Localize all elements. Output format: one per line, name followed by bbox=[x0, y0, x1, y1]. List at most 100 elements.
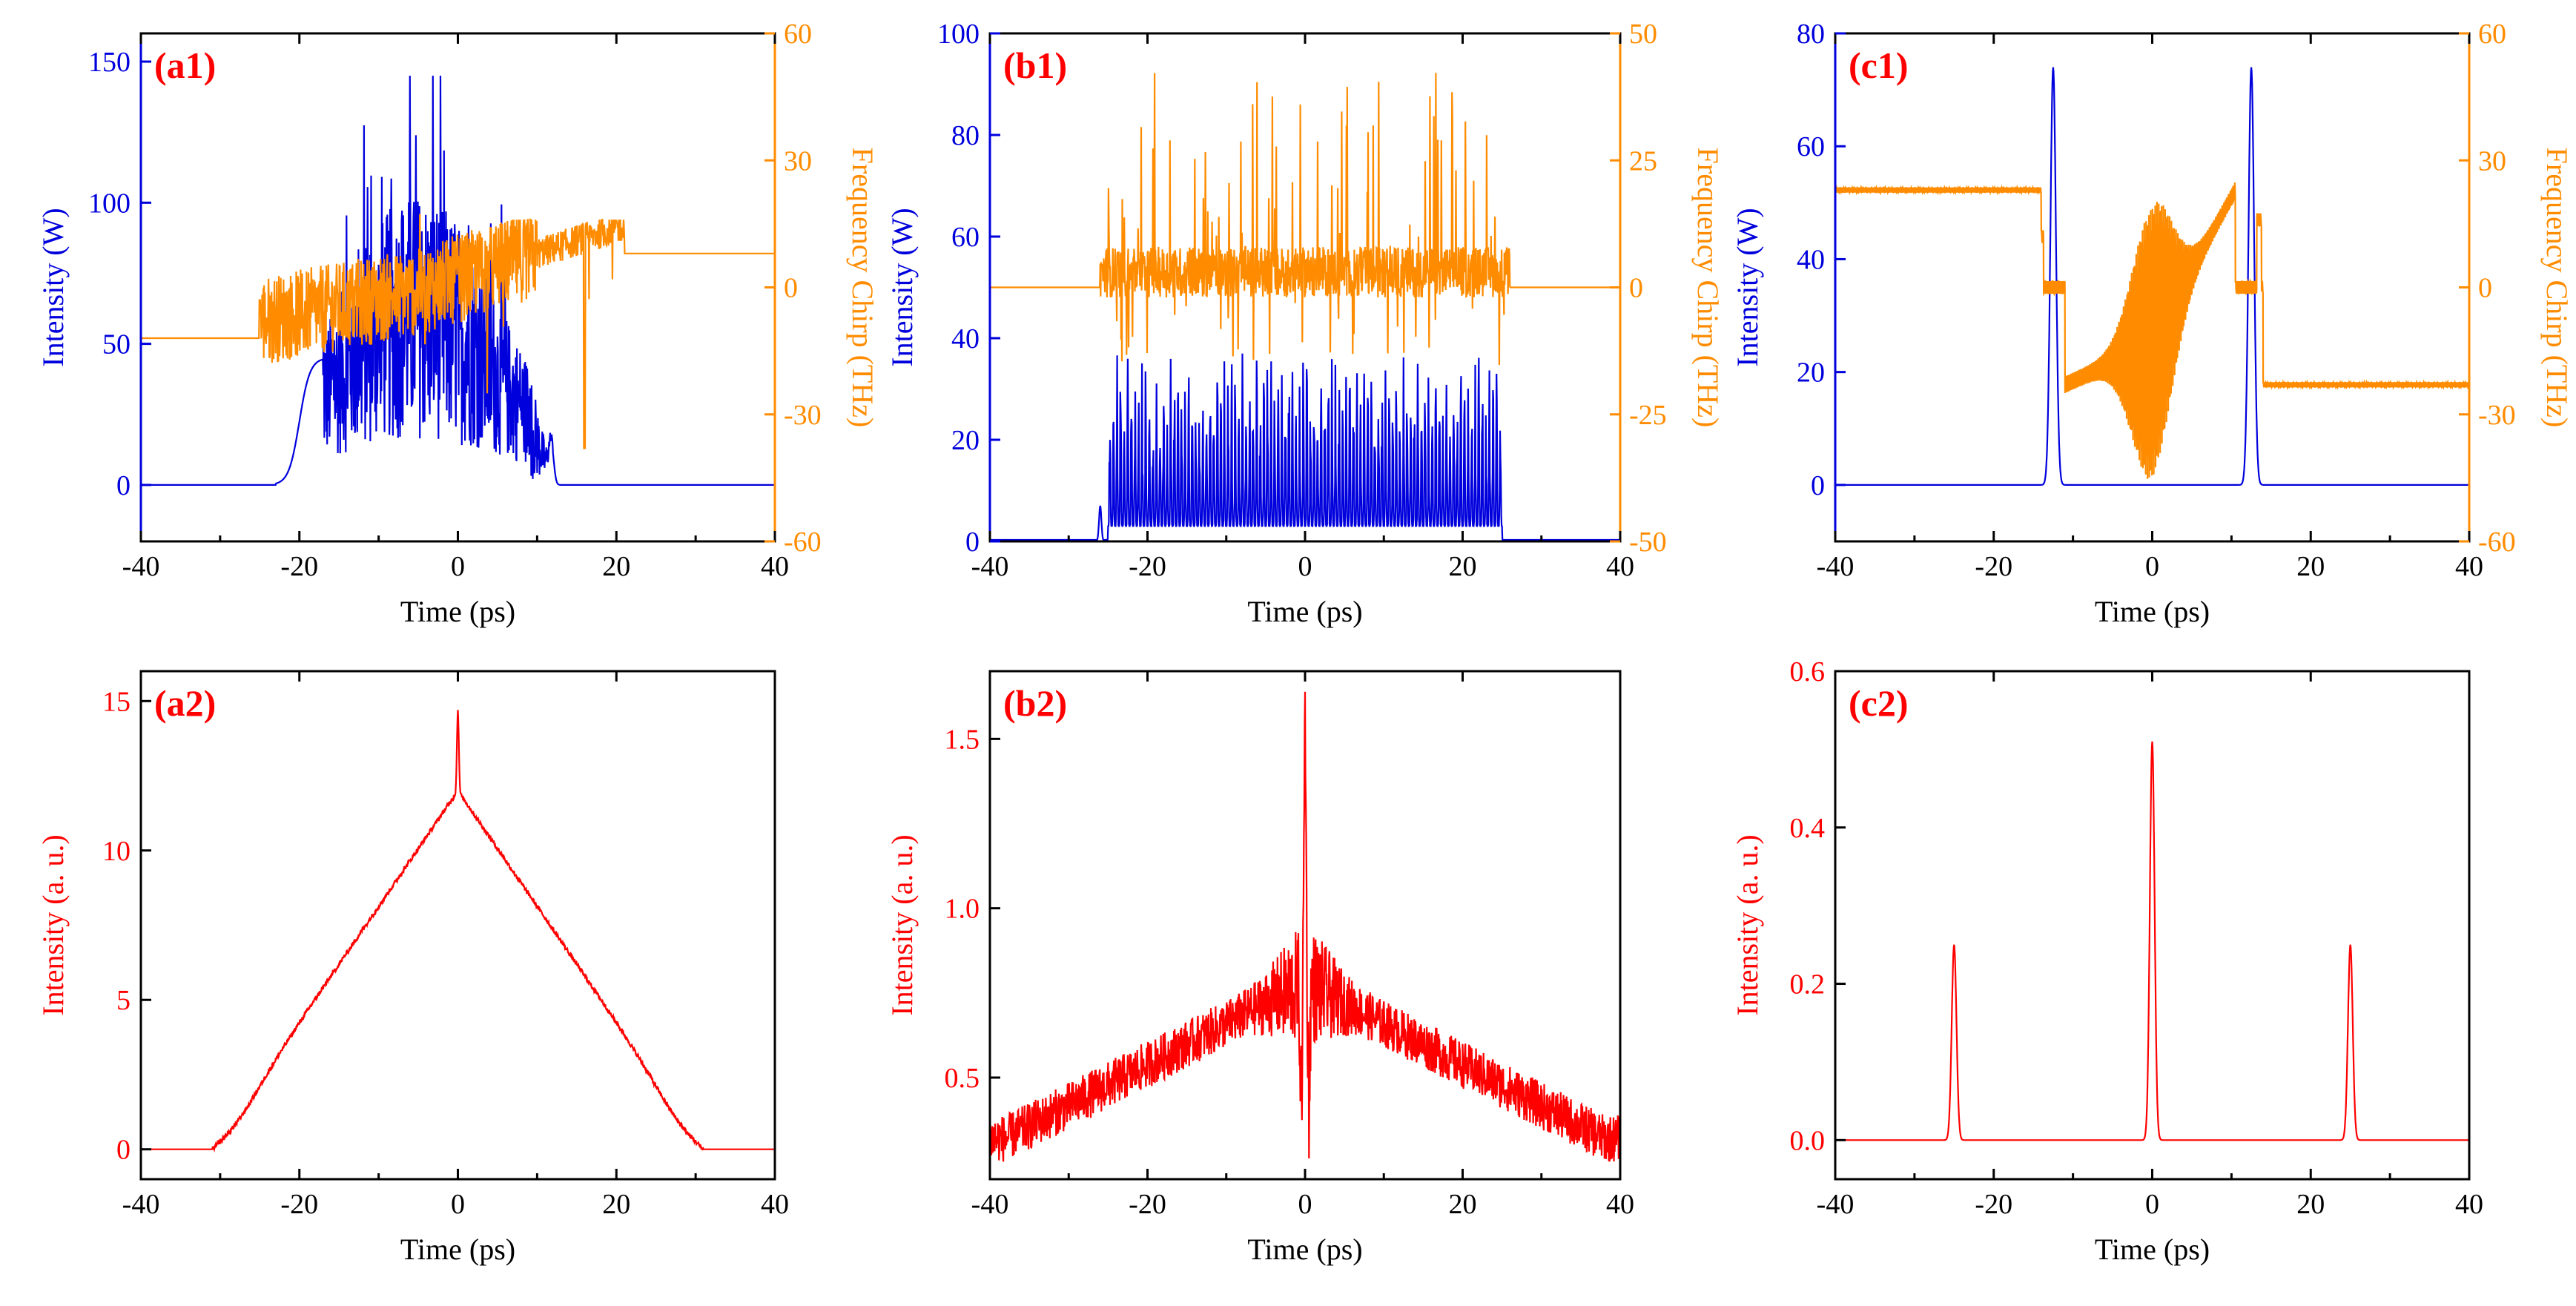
panel-a2: -40 -20 0 20 40 0 5 10 15 Time (ps) Intensity (a. … bbox=[36, 670, 789, 1266]
a2-xtick-label: 20 bbox=[602, 1189, 630, 1220]
c2-series-autocorrelation bbox=[1835, 741, 2469, 1141]
a1-xtick-label: -20 bbox=[280, 551, 318, 582]
b2-ylabel: Intensity (a. u.) bbox=[885, 834, 919, 1015]
a2-ylabel: Intensity (a. u.) bbox=[36, 834, 70, 1015]
b1-y2tick-label: -25 bbox=[1629, 400, 1667, 431]
a1-y2tick-label: -60 bbox=[784, 527, 822, 558]
c1-series-intensity bbox=[1835, 67, 2469, 486]
c2-ytick-label: 0.4 bbox=[1790, 813, 1826, 844]
c1-y2label: Frequency Chirp (THz) bbox=[2540, 148, 2574, 428]
b1-xtick-label: -40 bbox=[971, 551, 1009, 582]
b2-ytick-label: 1.5 bbox=[945, 724, 980, 755]
c2-ytick-label: 0.2 bbox=[1790, 969, 1826, 1000]
b1-ytick-label: 40 bbox=[951, 323, 980, 354]
a1-xtick-label: 20 bbox=[602, 551, 630, 582]
c1-y2tick-label: 0 bbox=[2478, 273, 2492, 304]
a2-plot-frame bbox=[139, 670, 776, 1181]
c1-xtick-label: 0 bbox=[2145, 551, 2159, 582]
a1-y2label: Frequency Chirp (THz) bbox=[846, 148, 879, 428]
c1-xtick-label: -40 bbox=[1817, 551, 1855, 582]
c1-xtick-label: 20 bbox=[2296, 551, 2325, 582]
b2-xlabel: Time (ps) bbox=[1247, 1233, 1362, 1266]
c1-ytick-label: 60 bbox=[1797, 131, 1825, 162]
c2-panel-label: (c2) bbox=[1849, 682, 1909, 724]
b1-y2label: Frequency Chirp (THz) bbox=[1691, 148, 1725, 428]
b1-ytick-label: 20 bbox=[951, 425, 980, 456]
c1-y2tick-label: -30 bbox=[2478, 400, 2516, 431]
a2-panel-label: (a2) bbox=[154, 682, 216, 724]
c1-xlabel: Time (ps) bbox=[2095, 595, 2210, 628]
a2-xtick-label: -40 bbox=[122, 1189, 160, 1220]
a1-ytick-label: 0 bbox=[116, 470, 131, 501]
c1-ytick-label: 40 bbox=[1797, 244, 1825, 275]
c1-y2tick-label: 60 bbox=[2478, 19, 2506, 50]
c1-series-frequency-chirp bbox=[1834, 182, 2471, 479]
b1-y2tick-label: -50 bbox=[1629, 527, 1667, 558]
a1-ytick-label: 100 bbox=[88, 188, 131, 219]
c1-panel-label: (c1) bbox=[1849, 44, 1909, 86]
c1-xtick-label: 40 bbox=[2455, 551, 2483, 582]
a1-xtick-label: 0 bbox=[451, 551, 465, 582]
a1-xtick-label: -40 bbox=[122, 551, 160, 582]
panel-c1: -40 -20 0 20 40 0 20 40 60 80 -60 -30 0 30 60 Time (ps)… bbox=[1731, 19, 2574, 628]
a2-xtick-label: 40 bbox=[761, 1189, 789, 1220]
c1-y2tick-label: 30 bbox=[2478, 145, 2506, 177]
b1-xtick-label: 20 bbox=[1449, 551, 1477, 582]
b1-ytick-label: 0 bbox=[965, 527, 980, 558]
a2-ytick-label: 5 bbox=[116, 985, 131, 1016]
c1-ytick-label: 20 bbox=[1797, 357, 1825, 389]
a2-xlabel: Time (ps) bbox=[400, 1233, 515, 1266]
b1-ytick-label: 60 bbox=[951, 222, 980, 253]
c1-ylabel: Intensity (W) bbox=[1731, 208, 1764, 366]
a1-series-intensity bbox=[141, 76, 775, 486]
c1-ytick-label: 0 bbox=[1811, 470, 1825, 501]
b2-series-autocorrelation bbox=[988, 691, 1622, 1162]
b1-ylabel: Intensity (W) bbox=[885, 208, 919, 366]
a1-panel-label: (a1) bbox=[154, 44, 216, 86]
b1-series-frequency-chirp bbox=[990, 73, 1620, 366]
c2-xtick-label: 0 bbox=[2145, 1189, 2159, 1220]
a1-ytick-label: 50 bbox=[102, 329, 131, 360]
c1-xtick-label: -20 bbox=[1975, 551, 2012, 582]
a1-ytick-label: 150 bbox=[88, 47, 131, 78]
panel-b1: -40 -20 0 20 40 0 20 40 60 80 100 -50 -25 0 25 50 Time (… bbox=[885, 19, 1725, 628]
panel-a1: -40 -20 0 20 40 0 50 100 150 -60 -30 0 30 60 Time (ps)… bbox=[36, 19, 879, 628]
c1-ytick-label: 80 bbox=[1797, 19, 1825, 50]
b2-panel-label: (b2) bbox=[1003, 682, 1067, 724]
b1-y2tick-label: 0 bbox=[1629, 273, 1643, 304]
a1-y2tick-label: 60 bbox=[784, 19, 812, 50]
c2-xtick-label: 20 bbox=[2296, 1189, 2325, 1220]
panel-c2: -40 -20 0 20 40 0.0 0.2 0.4 0.6 Time (ps) Intensit… bbox=[1731, 656, 2483, 1266]
b2-xtick-label: -20 bbox=[1129, 1189, 1166, 1220]
a1-ylabel: Intensity (W) bbox=[36, 208, 70, 366]
panel-b2: -40 -20 0 20 40 0.5 1.0 1.5 Time (ps) Intensity (… bbox=[885, 670, 1634, 1266]
c1-y2tick-label: -60 bbox=[2478, 527, 2516, 558]
b2-xtick-label: 0 bbox=[1298, 1189, 1312, 1220]
b1-panel-label: (b1) bbox=[1003, 44, 1067, 86]
b1-y2tick-label: 25 bbox=[1629, 145, 1657, 177]
b1-y2tick-label: 50 bbox=[1629, 19, 1657, 50]
b2-ytick-label: 0.5 bbox=[945, 1063, 980, 1094]
b2-xtick-label: -40 bbox=[971, 1189, 1009, 1220]
b1-xtick-label: -20 bbox=[1129, 551, 1166, 582]
a1-series-frequency-chirp bbox=[141, 214, 775, 449]
a2-ytick-label: 10 bbox=[102, 836, 131, 867]
b2-ytick-label: 1.0 bbox=[945, 894, 980, 925]
a1-xtick-label: 40 bbox=[761, 551, 789, 582]
b2-xtick-label: 40 bbox=[1606, 1189, 1634, 1220]
c2-ylabel: Intensity (a. u.) bbox=[1731, 834, 1764, 1015]
c2-xlabel: Time (ps) bbox=[2095, 1233, 2210, 1266]
b1-ytick-label: 80 bbox=[951, 120, 980, 151]
b1-xtick-label: 40 bbox=[1606, 551, 1634, 582]
b1-xlabel: Time (ps) bbox=[1247, 595, 1362, 628]
a1-y2tick-label: 0 bbox=[784, 273, 798, 304]
a1-y2tick-label: -30 bbox=[784, 400, 822, 431]
b1-series-intensity bbox=[990, 353, 1620, 541]
a2-ytick-label: 15 bbox=[102, 686, 131, 717]
c2-ytick-label: 0.6 bbox=[1790, 656, 1826, 687]
a2-series-autocorrelation bbox=[141, 710, 775, 1152]
a2-xtick-label: 0 bbox=[451, 1189, 465, 1220]
b1-xtick-label: 0 bbox=[1298, 551, 1312, 582]
c2-xtick-label: 40 bbox=[2455, 1189, 2483, 1220]
